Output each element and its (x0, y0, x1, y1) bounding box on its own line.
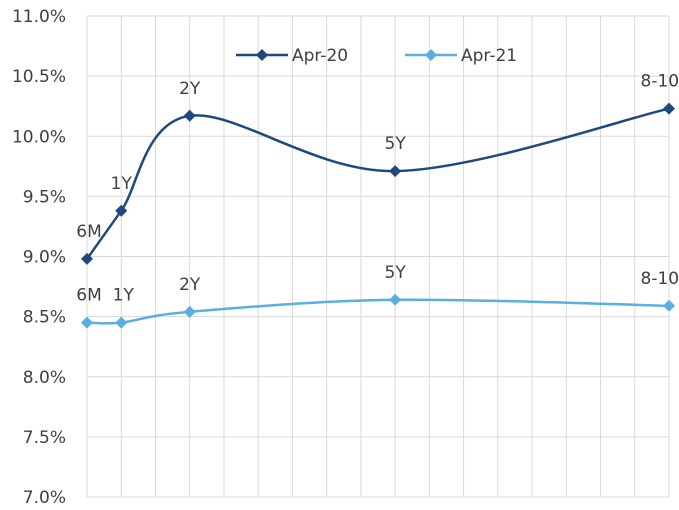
y-axis-ticks: 11.0% 10.5% 10.0% 9.5% 9.0% 8.5% 8.0% 7.5% 7.0% (12, 7, 66, 508)
y-tick-label: 9.0% (23, 248, 66, 268)
series-line (86, 298, 670, 325)
legend-entry-apr-20: Apr-20 (236, 46, 348, 66)
y-tick-label: 8.0% (23, 368, 66, 388)
data-point (663, 102, 675, 115)
data-label: 6M (76, 222, 101, 242)
y-tick-label: 7.0% (23, 488, 66, 508)
data-label: 5Y (385, 134, 407, 154)
y-tick-label: 10.0% (12, 127, 66, 147)
data-point (115, 316, 128, 329)
legend-swatch-marker (256, 49, 268, 61)
series-apr-21: 6M 1Y 2Y 5Y 8-10Y (76, 263, 679, 329)
data-point (389, 293, 402, 306)
data-label: 5Y (385, 263, 407, 283)
legend-label: Apr-20 (292, 46, 348, 66)
data-point (663, 299, 675, 312)
series-group: 6M 1Y 2Y 5Y 8-10Y 6M 1Y 2Y 5Y 8-10Y (76, 72, 679, 329)
data-label: 8-10Y (641, 72, 679, 92)
y-tick-label: 11.0% (12, 7, 66, 27)
data-point (81, 316, 93, 329)
data-label: 6M (76, 286, 101, 306)
series-line (85, 107, 670, 260)
data-point (81, 252, 93, 265)
y-tick-label: 10.5% (12, 67, 66, 87)
legend: Apr-20 Apr-21 (236, 46, 517, 66)
y-tick-label: 8.5% (23, 308, 66, 328)
data-label: 2Y (179, 79, 201, 99)
data-label: 1Y (113, 286, 135, 306)
data-point (115, 204, 128, 217)
data-label: 2Y (179, 275, 201, 295)
data-label: 8-10Y (641, 269, 679, 289)
data-label: 1Y (111, 174, 133, 194)
grid (86, 15, 670, 498)
data-point (183, 109, 196, 122)
data-point (183, 305, 196, 318)
legend-label: Apr-21 (461, 46, 517, 66)
data-point (389, 165, 402, 178)
legend-entry-apr-21: Apr-21 (405, 46, 517, 66)
series-apr-20: 6M 1Y 2Y 5Y 8-10Y (76, 72, 679, 265)
y-tick-label: 7.5% (23, 428, 66, 448)
legend-swatch-marker (425, 49, 437, 61)
y-tick-label: 9.5% (23, 187, 66, 207)
